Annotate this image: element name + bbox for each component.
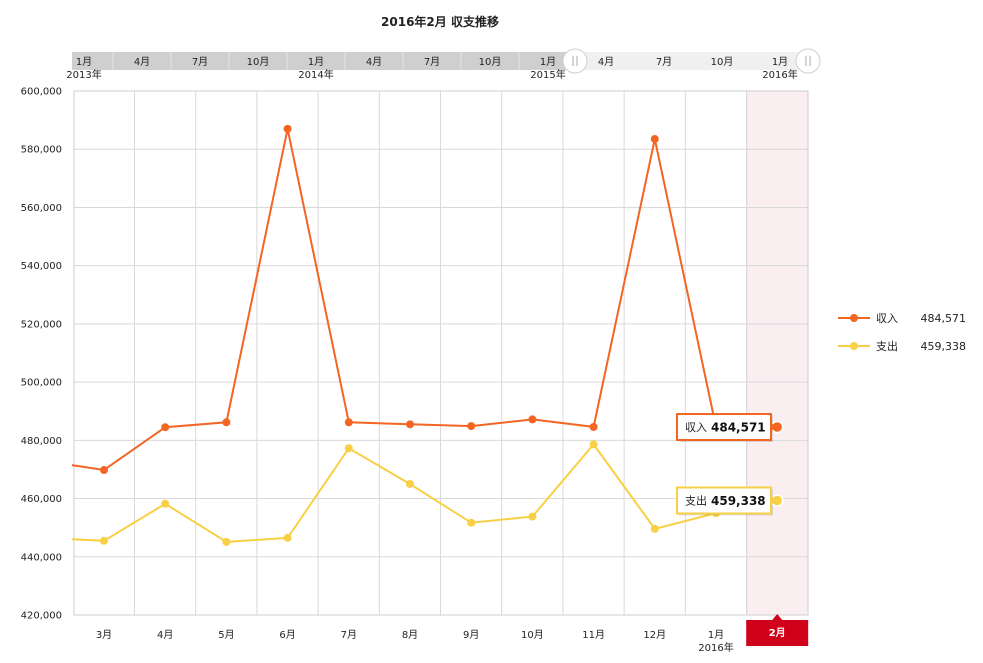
legend-value: 459,338 [921, 340, 967, 353]
tooltip-arrow [771, 496, 777, 505]
legend-value: 484,571 [921, 312, 967, 325]
data-point [589, 422, 598, 431]
data-point [222, 418, 231, 427]
navigator-unselected-range [72, 52, 575, 70]
x-tick-label: 9月 [463, 629, 479, 641]
tooltip-box [676, 486, 772, 515]
y-tick-label: 420,000 [21, 611, 62, 622]
data-point [100, 466, 108, 475]
navigator-month-label: 10月 [711, 56, 734, 68]
navigator-month-label: 4月 [134, 56, 150, 68]
x-tick-label: 4月 [157, 629, 173, 641]
legend-marker-1 [850, 314, 858, 322]
legend-label: 収入 [876, 312, 898, 325]
x-tick-label: 8月 [402, 629, 418, 641]
data-point [161, 423, 170, 432]
selected-month-pointer [772, 614, 783, 620]
x-tick-label: 1月 [708, 629, 724, 641]
data-point [161, 499, 170, 508]
y-tick-label: 460,000 [21, 494, 62, 505]
x-tick-label: 10月 [521, 629, 544, 641]
chart-title: 2016年2月 収支推移 [381, 14, 499, 29]
y-axis: 420,000 440,000 460,000 480,000 500,000 520,0… [21, 87, 62, 622]
data-point [283, 124, 292, 133]
navigator-year-label: 2014年 [298, 68, 333, 81]
y-tick-label: 520,000 [21, 319, 62, 330]
x-tick-label: 6月 [279, 629, 295, 641]
navigator-month-label: 7月 [192, 56, 208, 68]
navigator-year-label: 2013年 [66, 68, 101, 81]
x-tick-label: 5月 [218, 629, 234, 641]
data-point [222, 537, 231, 546]
x-tick-label: 7月 [341, 629, 357, 641]
data-point [344, 444, 353, 453]
data-point [467, 422, 476, 431]
data-point [528, 415, 537, 424]
tooltip-value: 484,571 [711, 421, 766, 435]
series-line-2 [71, 442, 778, 543]
grid-lines [74, 90, 808, 616]
x-tick-label: 11月 [582, 629, 605, 641]
data-point [283, 533, 292, 542]
navigator-month-label: 4月 [366, 56, 382, 68]
tooltips: 収入 484,571 支出 459,338 [676, 413, 777, 516]
data-point [467, 518, 476, 527]
legend-marker-2 [850, 342, 858, 350]
plot-border [73, 90, 809, 616]
data-point [650, 524, 659, 533]
navigator-right-handle[interactable] [795, 48, 821, 74]
data-point [344, 418, 353, 427]
data-point [528, 512, 537, 521]
y-tick-label: 500,000 [21, 378, 62, 389]
y-tick-label: 580,000 [21, 145, 62, 156]
x-tick-label: 3月 [96, 629, 112, 641]
navigator-left-handle[interactable] [562, 48, 588, 74]
data-point [650, 135, 659, 144]
navigator-month-label: 7月 [424, 56, 440, 68]
tooltip-series-name: 収入 [685, 421, 707, 434]
navigator-month-label: 1月 [308, 56, 324, 68]
navigator-month-label: 1月 [540, 56, 556, 68]
navigator-month-label: 1月 [76, 56, 92, 68]
legend[interactable]: 収入 484,571 支出 459,338 [838, 312, 966, 353]
legend-label: 支出 [876, 339, 898, 353]
selected-month-marker [746, 620, 809, 646]
data-point [406, 480, 414, 488]
tooltip-value: 459,338 [711, 494, 766, 508]
y-tick-label: 560,000 [21, 203, 62, 214]
tooltip-series-name: 支出 [685, 493, 707, 507]
navigator-year-label: 2016年 [762, 68, 797, 81]
selected-month-band [746, 90, 809, 616]
x-tick-label: 12月 [643, 629, 666, 641]
series-line-1 [71, 128, 778, 472]
data-point [100, 536, 108, 545]
y-tick-label: 600,000 [21, 87, 62, 98]
navigator-month-label: 10月 [247, 56, 270, 68]
y-tick-label: 540,000 [21, 261, 62, 272]
navigator-year-label: 2015年 [530, 68, 565, 81]
navigator-month-label: 1月 [772, 56, 788, 68]
data-point [589, 440, 598, 449]
navigator-month-label: 7月 [656, 56, 672, 68]
y-tick-label: 440,000 [21, 552, 62, 563]
tooltip-arrow [771, 423, 777, 432]
navigator-month-label: 4月 [598, 56, 614, 68]
x-tick-sublabel: 2016年 [698, 641, 733, 654]
x-tick-label-selected: 2月 [769, 627, 786, 639]
y-tick-label: 480,000 [21, 436, 62, 447]
navigator-month-label: 10月 [479, 56, 502, 68]
data-point [406, 420, 414, 429]
series-lines [71, 124, 784, 546]
